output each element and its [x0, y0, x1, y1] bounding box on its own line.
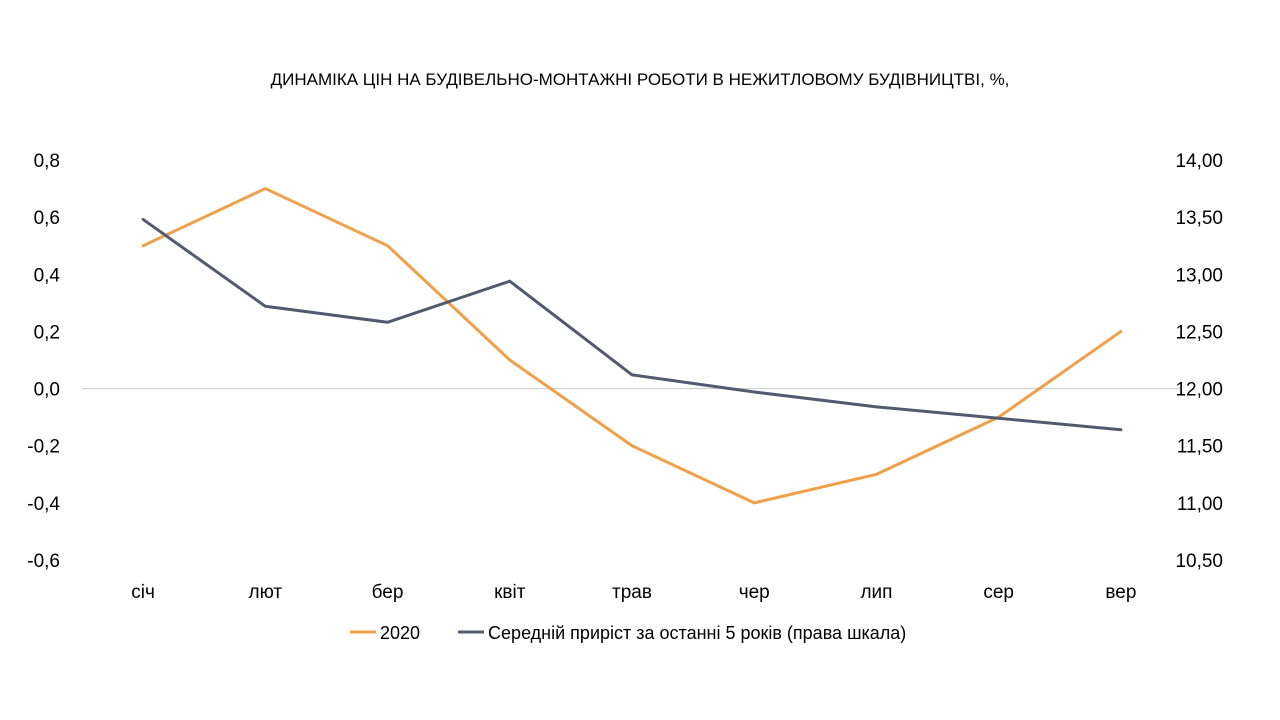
x-tick-label: лют [249, 582, 283, 603]
left-tick-label: 0,0 [34, 380, 60, 401]
left-tick-label: 0,2 [34, 322, 60, 343]
right-tick-label: 12,50 [1175, 322, 1223, 343]
x-axis-ticks: січ лют бер квіт трав чер лип сер вер [131, 582, 1136, 603]
x-tick-label: сер [983, 582, 1014, 603]
x-tick-label: трав [612, 582, 652, 603]
right-tick-label: 13,50 [1175, 208, 1223, 229]
left-tick-label: 0,4 [34, 265, 61, 286]
left-tick-label: -0,4 [27, 494, 60, 515]
right-axis-ticks: 14,00 13,50 13,00 12,50 12,00 11,50 11,00 10,50 [1175, 151, 1223, 572]
series-lines [141, 187, 1123, 505]
series-line-2 [141, 217, 1123, 432]
right-tick-label: 11,00 [1177, 494, 1223, 515]
x-tick-label: квіт [494, 582, 526, 603]
right-tick-label: 12,00 [1175, 380, 1223, 401]
left-axis-ticks: 0,8 0,6 0,4 0,2 0,0 -0,2 -0,4 -0,6 [27, 151, 60, 572]
x-tick-label: вер [1105, 582, 1136, 603]
x-tick-label: бер [372, 582, 404, 603]
legend-label-2: Середній приріст за останні 5 років (пра… [488, 623, 906, 643]
legend: 2020 Середній приріст за останні 5 років … [350, 623, 906, 643]
chart-title: ДИНАМІКА ЦІН НА БУДІВЕЛЬНО-МОНТАЖНІ РОБО… [271, 70, 1010, 89]
x-tick-label: січ [131, 582, 155, 603]
left-tick-label: 0,6 [34, 208, 60, 229]
legend-label-1: 2020 [380, 623, 420, 643]
x-tick-label: чер [739, 582, 770, 603]
right-tick-label: 13,00 [1175, 265, 1223, 286]
right-tick-label: 14,00 [1175, 151, 1223, 172]
series-line-1 [141, 187, 1123, 505]
left-tick-label: -0,2 [27, 437, 60, 458]
right-tick-label: 10,50 [1175, 551, 1223, 572]
left-tick-label: -0,6 [27, 551, 60, 572]
left-tick-label: 0,8 [34, 151, 60, 172]
right-tick-label: 11,50 [1177, 437, 1223, 458]
x-tick-label: лип [860, 582, 892, 603]
